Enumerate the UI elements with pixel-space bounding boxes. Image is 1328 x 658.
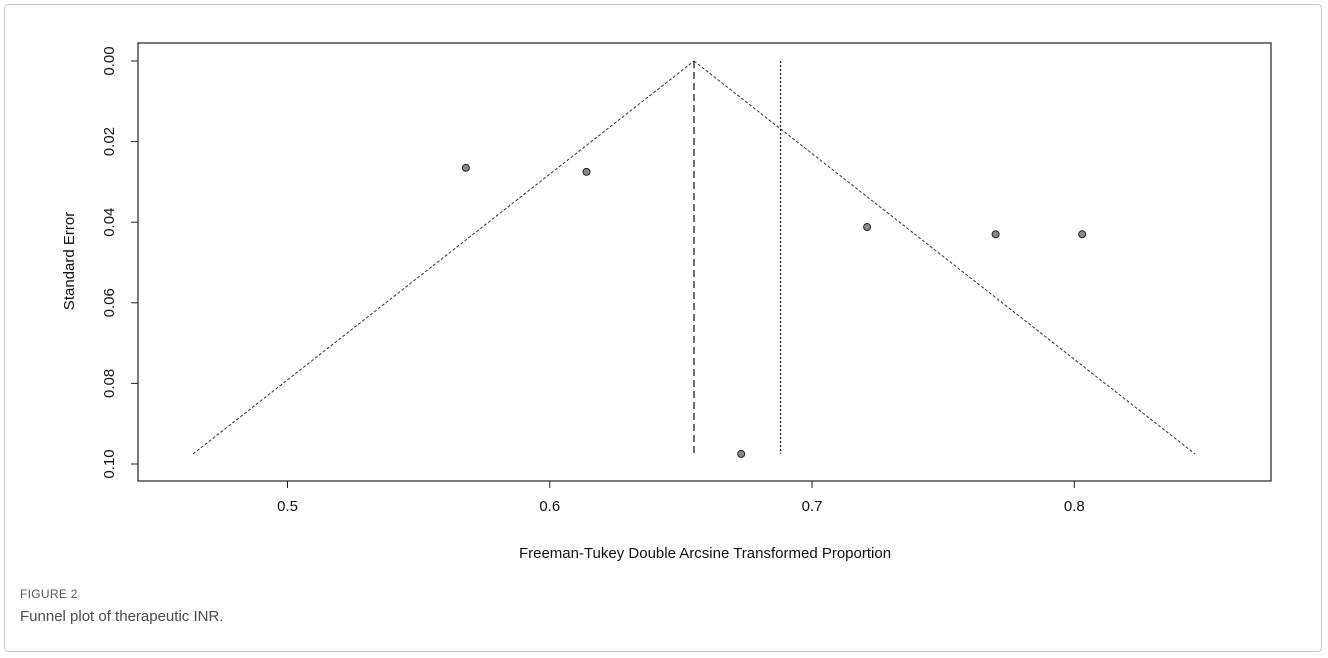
x-tick-label: 0.5 <box>277 498 298 515</box>
x-axis-label: Freeman-Tukey Double Arcsine Transformed… <box>519 545 891 562</box>
funnel-left-line <box>192 60 695 455</box>
study-point <box>863 223 872 232</box>
x-tick-label: 0.7 <box>802 498 823 515</box>
study-point <box>1078 230 1087 239</box>
y-tick-label: 0.02 <box>101 127 118 156</box>
funnel-right-line <box>693 60 1196 455</box>
y-axis-label: Standard Error <box>61 212 78 310</box>
study-point <box>461 163 470 172</box>
y-tick-label: 0.00 <box>101 46 118 75</box>
figure-frame <box>4 4 1322 652</box>
x-tick-label: 0.6 <box>539 498 560 515</box>
y-tick-label: 0.04 <box>101 208 118 237</box>
figure-caption: Funnel plot of therapeutic INR. <box>20 608 224 625</box>
study-point <box>737 449 746 458</box>
y-tick-label: 0.06 <box>101 288 118 317</box>
y-tick-label: 0.10 <box>101 449 118 478</box>
figure-label: FIGURE 2 <box>20 587 78 601</box>
study-point <box>991 230 1000 239</box>
study-point <box>582 167 591 176</box>
x-tick-label: 0.8 <box>1064 498 1085 515</box>
plot-area-border <box>137 42 1272 482</box>
y-tick-label: 0.08 <box>101 369 118 398</box>
